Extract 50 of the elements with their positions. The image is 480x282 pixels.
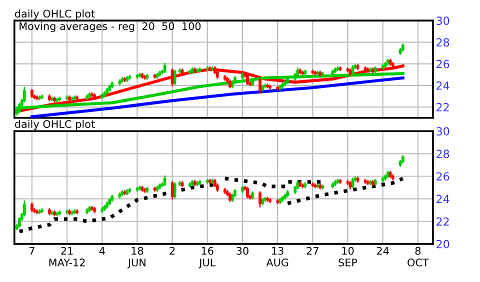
x-tick-label: 13 AUG <box>266 246 288 266</box>
x-tick-label: 21 MAY-12 <box>49 246 85 266</box>
x-tick-label: 10 SEP <box>338 246 358 266</box>
x-tick-label: 8 OCT <box>408 246 429 266</box>
candlestick <box>351 178 354 188</box>
candlestick <box>198 180 202 185</box>
line-series <box>30 76 404 118</box>
candlestick <box>258 78 262 94</box>
candlestick <box>301 70 304 76</box>
x-tick-label: 27 <box>306 246 318 255</box>
x-tick-label: 24 <box>376 246 389 255</box>
y-tick-label: 30 <box>436 16 450 25</box>
candlestick <box>138 186 142 190</box>
candlestick <box>366 180 370 185</box>
candlestick <box>321 184 324 190</box>
y-tick-label: 22 <box>436 217 449 226</box>
x-tick-label: 16 JUL <box>198 246 216 268</box>
candlestick <box>258 191 262 208</box>
y-tick-label: 20 <box>436 240 450 248</box>
y-tick-label: 24 <box>436 194 450 204</box>
candlestick <box>276 199 279 204</box>
candlestick <box>170 68 174 86</box>
y-tick-label: 30 <box>436 127 450 136</box>
y-tick-label: 24 <box>436 81 450 90</box>
candlestick <box>246 74 249 86</box>
x-tick-label: 18 JUN <box>127 246 146 268</box>
x-tick-label: 2 <box>170 246 175 255</box>
y-tick-label: 28 <box>436 150 450 158</box>
candlestick <box>163 176 166 186</box>
x-tick-label: 4 <box>99 247 105 255</box>
y-tick-label: 22 <box>436 103 449 112</box>
x-tick-label: 30 <box>236 246 248 255</box>
candlestick <box>173 182 176 198</box>
candlestick <box>22 86 26 102</box>
candlestick <box>18 217 21 228</box>
y-tick-label: 26 <box>436 60 450 68</box>
chart-title: daily OHLC plot <box>14 120 95 130</box>
candlestick <box>368 180 372 185</box>
candlestick <box>123 190 126 195</box>
candlestick <box>123 77 126 82</box>
x-tick-label: 7 <box>29 247 34 255</box>
candlestick <box>90 206 94 211</box>
candlestick <box>246 186 249 198</box>
candlestick <box>173 70 176 86</box>
chart-title: daily OHLC plot <box>14 10 95 20</box>
candlestick <box>178 181 182 186</box>
y-tick-label: 28 <box>436 38 450 47</box>
candlestick <box>314 70 317 76</box>
chart-subtitle: Moving averages - reg 20 50 100 <box>20 22 201 32</box>
y-tick-label: 26 <box>436 172 450 181</box>
